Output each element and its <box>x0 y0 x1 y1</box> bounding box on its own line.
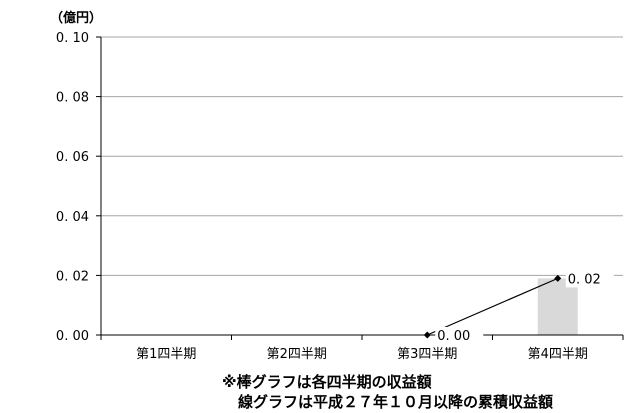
data-labels: 0. 00 0. 02 <box>435 270 614 344</box>
bar-series <box>537 278 578 335</box>
x-tick-label: 第4四半期 <box>528 347 588 362</box>
data-label: 0. 00 <box>437 329 470 344</box>
data-label: 0. 02 <box>568 272 601 287</box>
y-tick-label: 0. 10 <box>56 31 89 46</box>
y-tick-label: 0. 04 <box>56 210 89 225</box>
line-marker <box>423 331 431 339</box>
y-tick-label: 0. 08 <box>56 91 89 106</box>
note-line-explanation: 線グラフは平成２７年１０月以降の累積収益額 <box>238 393 554 411</box>
axes <box>100 37 623 336</box>
note-bar-explanation: ※棒グラフは各四半期の収益額 <box>222 373 432 391</box>
x-tick-labels: 第1四半期 第2四半期 第3四半期 第4四半期 <box>136 347 588 362</box>
bar <box>537 278 578 335</box>
x-tick-label: 第2四半期 <box>267 347 327 362</box>
unit-label: （億円） <box>50 10 102 26</box>
x-tick-label: 第3四半期 <box>397 347 457 362</box>
data-label-bg <box>565 270 614 288</box>
y-tick-label: 0. 02 <box>56 269 89 284</box>
y-tick-label: 0. 06 <box>56 150 89 165</box>
line-marker <box>554 274 562 282</box>
x-tick-label: 第1四半期 <box>136 347 196 362</box>
y-tick-labels: 0. 00 0. 02 0. 04 0. 06 0. 08 0. 10 <box>56 31 89 344</box>
gridlines <box>96 36 624 340</box>
data-label-bg <box>435 327 484 344</box>
y-tick-label: 0. 00 <box>56 329 89 344</box>
series-line <box>427 277 558 336</box>
line-series <box>423 274 562 339</box>
